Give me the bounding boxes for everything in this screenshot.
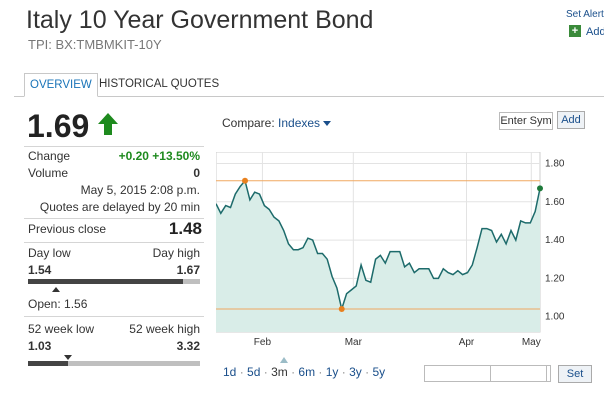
range-3m[interactable]: 3m (271, 365, 288, 379)
low-marker (338, 306, 345, 313)
open-value: Open: 1.56 (28, 297, 88, 311)
range-selector: 1d · 5d · 3m · 6m · 1y · 3y · 5y (223, 365, 386, 379)
delay-note: Quotes are delayed by 20 min (39, 200, 200, 214)
add-compare-button[interactable]: Add (557, 111, 585, 129)
range-1y[interactable]: 1y (325, 365, 339, 379)
plus-icon[interactable]: + (569, 25, 581, 37)
range-3y[interactable]: 3y (349, 365, 362, 379)
date-to-input[interactable] (490, 365, 551, 382)
date-from-input[interactable] (424, 365, 547, 382)
compare-dropdown[interactable]: Compare: Indexes (222, 116, 332, 130)
divider (24, 242, 204, 243)
price-line (216, 179, 541, 312)
add-watchlist-link[interactable]: Add (586, 26, 604, 38)
y-tick-label: 1.60 (545, 197, 565, 208)
high-marker (242, 177, 249, 184)
range-1d[interactable]: 1d (223, 365, 237, 379)
volume-label: Volume (28, 166, 69, 180)
day-range-fill (28, 279, 183, 284)
day-range-bar (28, 279, 200, 284)
day-high-label: Day high (152, 246, 200, 260)
last-price: 1.69 (27, 108, 90, 144)
volume-value: 0 (193, 166, 200, 180)
set-range-button[interactable]: Set (558, 365, 592, 383)
y-tick-label: 1.00 (545, 312, 565, 323)
previous-close-label: Previous close (28, 222, 107, 236)
day-low-label: Day low (28, 246, 71, 260)
x-tick-label: May (522, 337, 541, 348)
change-label: Change (28, 149, 71, 163)
selected-range-marker-icon (280, 357, 288, 363)
change-value: +0.20 +13.50% (118, 149, 200, 163)
quote-timestamp: May 5, 2015 2:08 p.m. (80, 183, 200, 197)
x-tick-label: Apr (459, 337, 475, 348)
wk52-high-value: 3.32 (176, 339, 200, 353)
range-5d[interactable]: 5d (247, 365, 261, 379)
last-point-marker (537, 185, 543, 192)
y-tick-label: 1.80 (545, 158, 565, 169)
price-chart[interactable]: 1.80 1.60 1.40 1.20 1.00 Feb Mar Apr May (216, 152, 568, 348)
open-marker-icon (52, 287, 60, 292)
divider (24, 218, 204, 219)
x-tick-label: Mar (345, 337, 363, 348)
x-tick-label: Feb (254, 337, 272, 348)
y-tick-label: 1.20 (545, 273, 565, 284)
symbol-input[interactable]: Enter Sym (499, 112, 553, 130)
tab-overview[interactable]: OVERVIEW (24, 73, 98, 97)
up-arrow-icon (98, 113, 118, 135)
previous-close-value: 1.48 (168, 219, 202, 238)
divider (24, 316, 204, 317)
y-tick-label: 1.40 (545, 235, 565, 246)
compare-value[interactable]: Indexes (278, 116, 321, 130)
compare-label: Compare: (222, 116, 275, 130)
page-title: Italy 10 Year Government Bond (26, 6, 374, 34)
wk52-range-fill (28, 361, 68, 366)
range-6m[interactable]: 6m (298, 365, 316, 379)
day-low-value: 1.54 (28, 263, 52, 277)
set-alerts-link[interactable]: Set Alerts (566, 9, 604, 20)
tab-divider (14, 96, 604, 97)
range-5y[interactable]: 5y (372, 365, 386, 379)
wk52-low-value: 1.03 (28, 339, 52, 353)
wk52-range-bar (28, 361, 200, 366)
wk52-low-label: 52 week low (28, 322, 95, 336)
divider (24, 146, 204, 147)
wk52-high-label: 52 week high (129, 322, 200, 336)
current-marker-icon (64, 355, 72, 360)
day-high-value: 1.67 (176, 263, 200, 277)
ticker-subtitle: TPI: BX:TMBMKIT-10Y (28, 37, 162, 52)
price-area (216, 180, 540, 332)
tab-historical-quotes[interactable]: HISTORICAL QUOTES (99, 78, 220, 90)
chevron-down-icon (323, 121, 332, 127)
